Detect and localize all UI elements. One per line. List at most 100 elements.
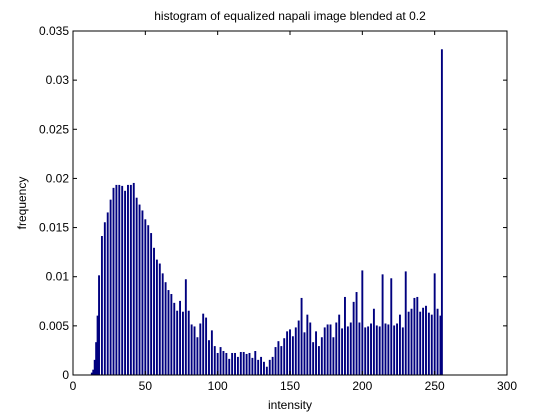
bar [228,358,231,376]
chart-title: histogram of equalized napali image blen… [154,9,426,23]
bar [419,311,422,376]
bar [155,259,158,376]
bar [106,212,109,376]
bar [370,323,372,376]
y-tick-label: 0.005 [39,319,69,333]
bar [95,342,98,376]
bar [401,327,404,376]
bar [112,187,115,376]
bar [303,332,306,376]
bar [96,315,99,376]
bar [410,308,413,376]
bar [193,326,196,376]
bar [254,351,257,376]
bar [433,273,436,376]
y-tick-label: 0.03 [46,73,70,87]
bar [427,312,430,376]
bar [236,356,239,376]
y-tick-label: 0.02 [46,171,70,185]
bar [213,346,216,376]
bar [132,182,135,376]
bar [138,204,141,376]
bar [344,296,346,376]
bar [121,185,124,376]
bar [416,296,419,376]
bar [265,366,268,376]
bar [332,337,335,376]
x-tick-label: 300 [497,379,517,393]
x-tick-label: 0 [70,379,77,393]
bar [208,340,210,376]
bar [439,315,442,376]
bar [378,326,381,376]
bar [231,352,234,376]
y-tick-label: 0.035 [39,24,69,38]
bar [93,359,96,376]
bar [280,346,283,376]
bar [390,278,393,376]
bar [184,279,187,376]
y-tick-label: 0.025 [39,122,69,136]
bar [422,307,425,376]
bar [260,356,263,376]
bar [283,338,286,376]
bar [335,322,338,376]
x-tick-label: 150 [280,379,300,393]
bar [315,331,317,376]
bar [176,310,179,376]
x-axis-label: intensity [268,398,312,412]
bar [323,327,326,376]
bar [234,352,236,376]
bar [109,199,112,376]
bar [268,359,271,376]
bar [190,324,193,376]
bar [196,337,199,376]
bar [387,324,390,376]
x-tick-label: 200 [352,379,372,393]
y-tick-label: 0.015 [39,221,69,235]
bar [407,311,410,376]
bar [100,236,103,376]
bar [225,352,228,376]
x-axis: 0 50 100 150 200 250 300 [70,31,517,393]
bar [367,326,370,376]
bar [141,210,144,376]
x-tick-label: 50 [139,379,153,393]
bar [181,311,184,376]
bar [361,270,364,376]
bar [199,323,202,376]
bar [118,184,121,376]
bar [317,346,320,376]
bar [248,352,251,376]
bar [170,294,173,376]
bar [251,357,254,376]
bar [300,297,303,376]
bar [173,302,176,376]
bar [291,336,294,376]
bar [147,225,150,376]
bar [153,247,155,376]
bar [326,324,329,376]
bar [92,369,95,376]
bar [124,190,127,376]
bar [289,329,291,376]
bar [430,314,433,376]
bar [222,351,225,376]
bar [129,184,132,376]
bar [393,325,396,376]
bar [219,347,222,376]
bar [245,353,248,376]
bar [205,317,208,376]
bar [364,327,367,376]
bar [396,323,399,376]
bar [202,313,205,376]
bar [440,49,443,376]
bar [346,326,349,376]
bar [306,314,309,376]
bar [103,222,106,376]
bar [257,359,260,376]
y-tick-label: 0.01 [46,270,70,284]
bar [404,271,407,376]
bar [242,351,245,376]
